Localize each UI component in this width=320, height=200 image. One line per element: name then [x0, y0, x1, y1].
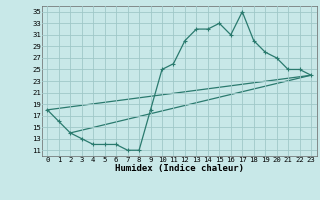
X-axis label: Humidex (Indice chaleur): Humidex (Indice chaleur): [115, 164, 244, 173]
